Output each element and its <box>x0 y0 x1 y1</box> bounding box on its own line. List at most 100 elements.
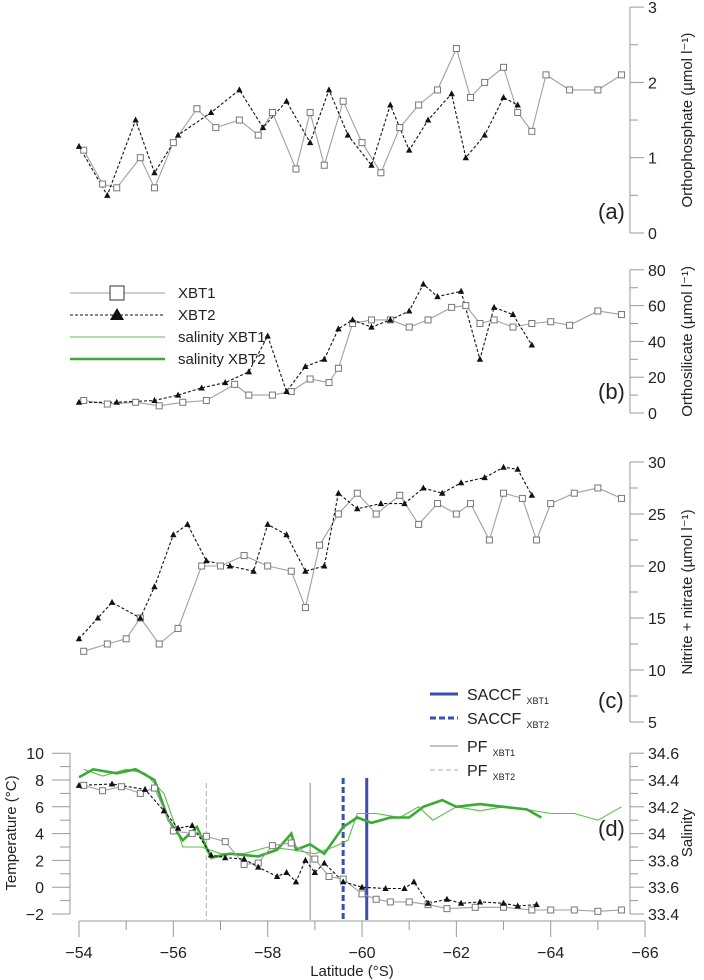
xbt1-marker <box>396 124 404 132</box>
xbt2-marker <box>151 396 158 403</box>
xbt2-marker <box>259 124 267 131</box>
xbt2-marker <box>273 872 281 879</box>
xbt1-marker <box>254 131 262 139</box>
xbt1-marker <box>136 789 144 797</box>
xbt2-marker <box>325 86 333 93</box>
xbt1-marker <box>547 906 555 914</box>
xbt1-marker <box>325 379 333 387</box>
xbt2-marker <box>174 824 182 831</box>
latitude-axis-title: Latitude (°S) <box>310 963 394 980</box>
xbt2-marker <box>448 90 455 97</box>
salinity-axis-tick-label: 34 <box>648 827 666 844</box>
xbt2-marker <box>151 583 158 590</box>
xbt1-marker <box>617 71 625 79</box>
xbt1-marker <box>481 78 489 86</box>
legend-xbt2-triangle-icon <box>110 308 124 320</box>
xbt1-marker <box>202 832 210 840</box>
xbt2-marker <box>500 93 507 100</box>
xbt1-marker <box>193 105 201 113</box>
xbt1-marker <box>103 400 111 408</box>
xbt1-marker <box>179 398 187 406</box>
xbt1-marker <box>240 552 248 560</box>
xbt2-marker <box>75 142 83 149</box>
latitude-tick-label: −56 <box>160 945 187 962</box>
xbt1-marker <box>268 391 276 399</box>
xbt1-marker <box>264 562 272 570</box>
xbt1-marker <box>99 180 107 188</box>
xbt1-marker <box>155 640 163 648</box>
xbt1-marker <box>471 903 479 911</box>
xbt1-marker <box>528 127 536 135</box>
xbt1-marker <box>334 510 342 518</box>
xbt1-marker <box>528 320 536 327</box>
xbt2-marker <box>401 500 408 507</box>
xbt2-marker <box>514 902 521 909</box>
latitude-tick-label: −62 <box>443 945 470 962</box>
legend-front-subscript: XBT1 <box>493 748 516 758</box>
xbt1-marker <box>594 907 602 915</box>
legend-label: XBT2 <box>178 307 216 324</box>
legend-front-subscript: XBT2 <box>526 720 549 730</box>
xbt1-marker <box>245 391 253 399</box>
salinity-axis-tick-label: 33.4 <box>648 907 679 924</box>
xbt2-marker <box>500 463 507 470</box>
xbt2-marker <box>382 885 389 892</box>
xbt1-marker <box>117 783 125 791</box>
xbt1-marker <box>514 109 522 117</box>
xbt1-marker <box>174 624 182 632</box>
xbt2-marker <box>500 899 507 906</box>
xbt1-marker <box>490 316 498 324</box>
xbt1-marker <box>566 321 574 329</box>
xbt1-line <box>83 487 622 652</box>
xbt1-marker <box>217 562 225 570</box>
xbt1-marker <box>122 635 130 643</box>
xbt2-marker <box>207 851 215 858</box>
xbt1-marker <box>339 97 347 105</box>
xbt2-marker <box>184 520 191 527</box>
xbt1-line <box>83 46 622 190</box>
xbt2-marker <box>104 191 111 198</box>
xbt2-marker <box>137 614 144 621</box>
xbt1-marker <box>198 562 206 570</box>
xbt2-marker <box>424 899 432 906</box>
xbt1-marker <box>235 116 243 124</box>
xbt2-marker <box>226 562 234 569</box>
xbt2-marker <box>481 131 488 138</box>
xbt2-marker <box>264 520 271 527</box>
xbt1-marker <box>358 890 366 898</box>
panel-c-y-axis-tick-label: 25 <box>648 507 666 524</box>
legend-label: salinity XBT1 <box>178 329 266 346</box>
latitude-tick-label: −60 <box>348 945 375 962</box>
xbt2-marker <box>302 567 309 574</box>
xbt1-marker <box>509 323 517 331</box>
xbt1-marker <box>570 906 578 914</box>
legend-front-label: SACCF <box>467 687 521 704</box>
panel-b-y-axis-title: Orthosilicate (µmol l⁻¹) <box>679 266 696 417</box>
xbt1-marker <box>566 86 574 94</box>
xbt2-marker <box>457 899 465 906</box>
xbt2-marker <box>420 484 427 491</box>
xbt1-line <box>83 305 622 407</box>
xbt2-marker <box>151 169 158 176</box>
xbt1-marker <box>268 842 276 850</box>
panel-a-y-axis-tick-label: 1 <box>648 151 657 168</box>
xbt1-marker <box>617 906 625 914</box>
panel-label-d: (d) <box>598 816 625 841</box>
panel-b-y-axis-tick-label: 80 <box>648 263 666 280</box>
xbt1-marker <box>433 86 441 94</box>
xbt2-marker <box>222 379 229 386</box>
xbt2-marker <box>387 316 394 323</box>
xbt1-marker <box>467 500 475 508</box>
xbt1-marker <box>316 541 324 549</box>
temperature-axis-title: Temperature (°C) <box>3 775 20 890</box>
xbt2-marker <box>462 154 469 161</box>
xbt2-marker <box>222 854 229 861</box>
xbt1-marker <box>462 302 470 310</box>
xbt1-marker <box>80 146 88 154</box>
xbt1-marker <box>547 318 555 326</box>
xbt2-marker <box>321 562 328 569</box>
xbt2-marker <box>302 856 309 863</box>
xbt1-marker <box>188 830 196 838</box>
xbt2-marker <box>283 97 290 104</box>
